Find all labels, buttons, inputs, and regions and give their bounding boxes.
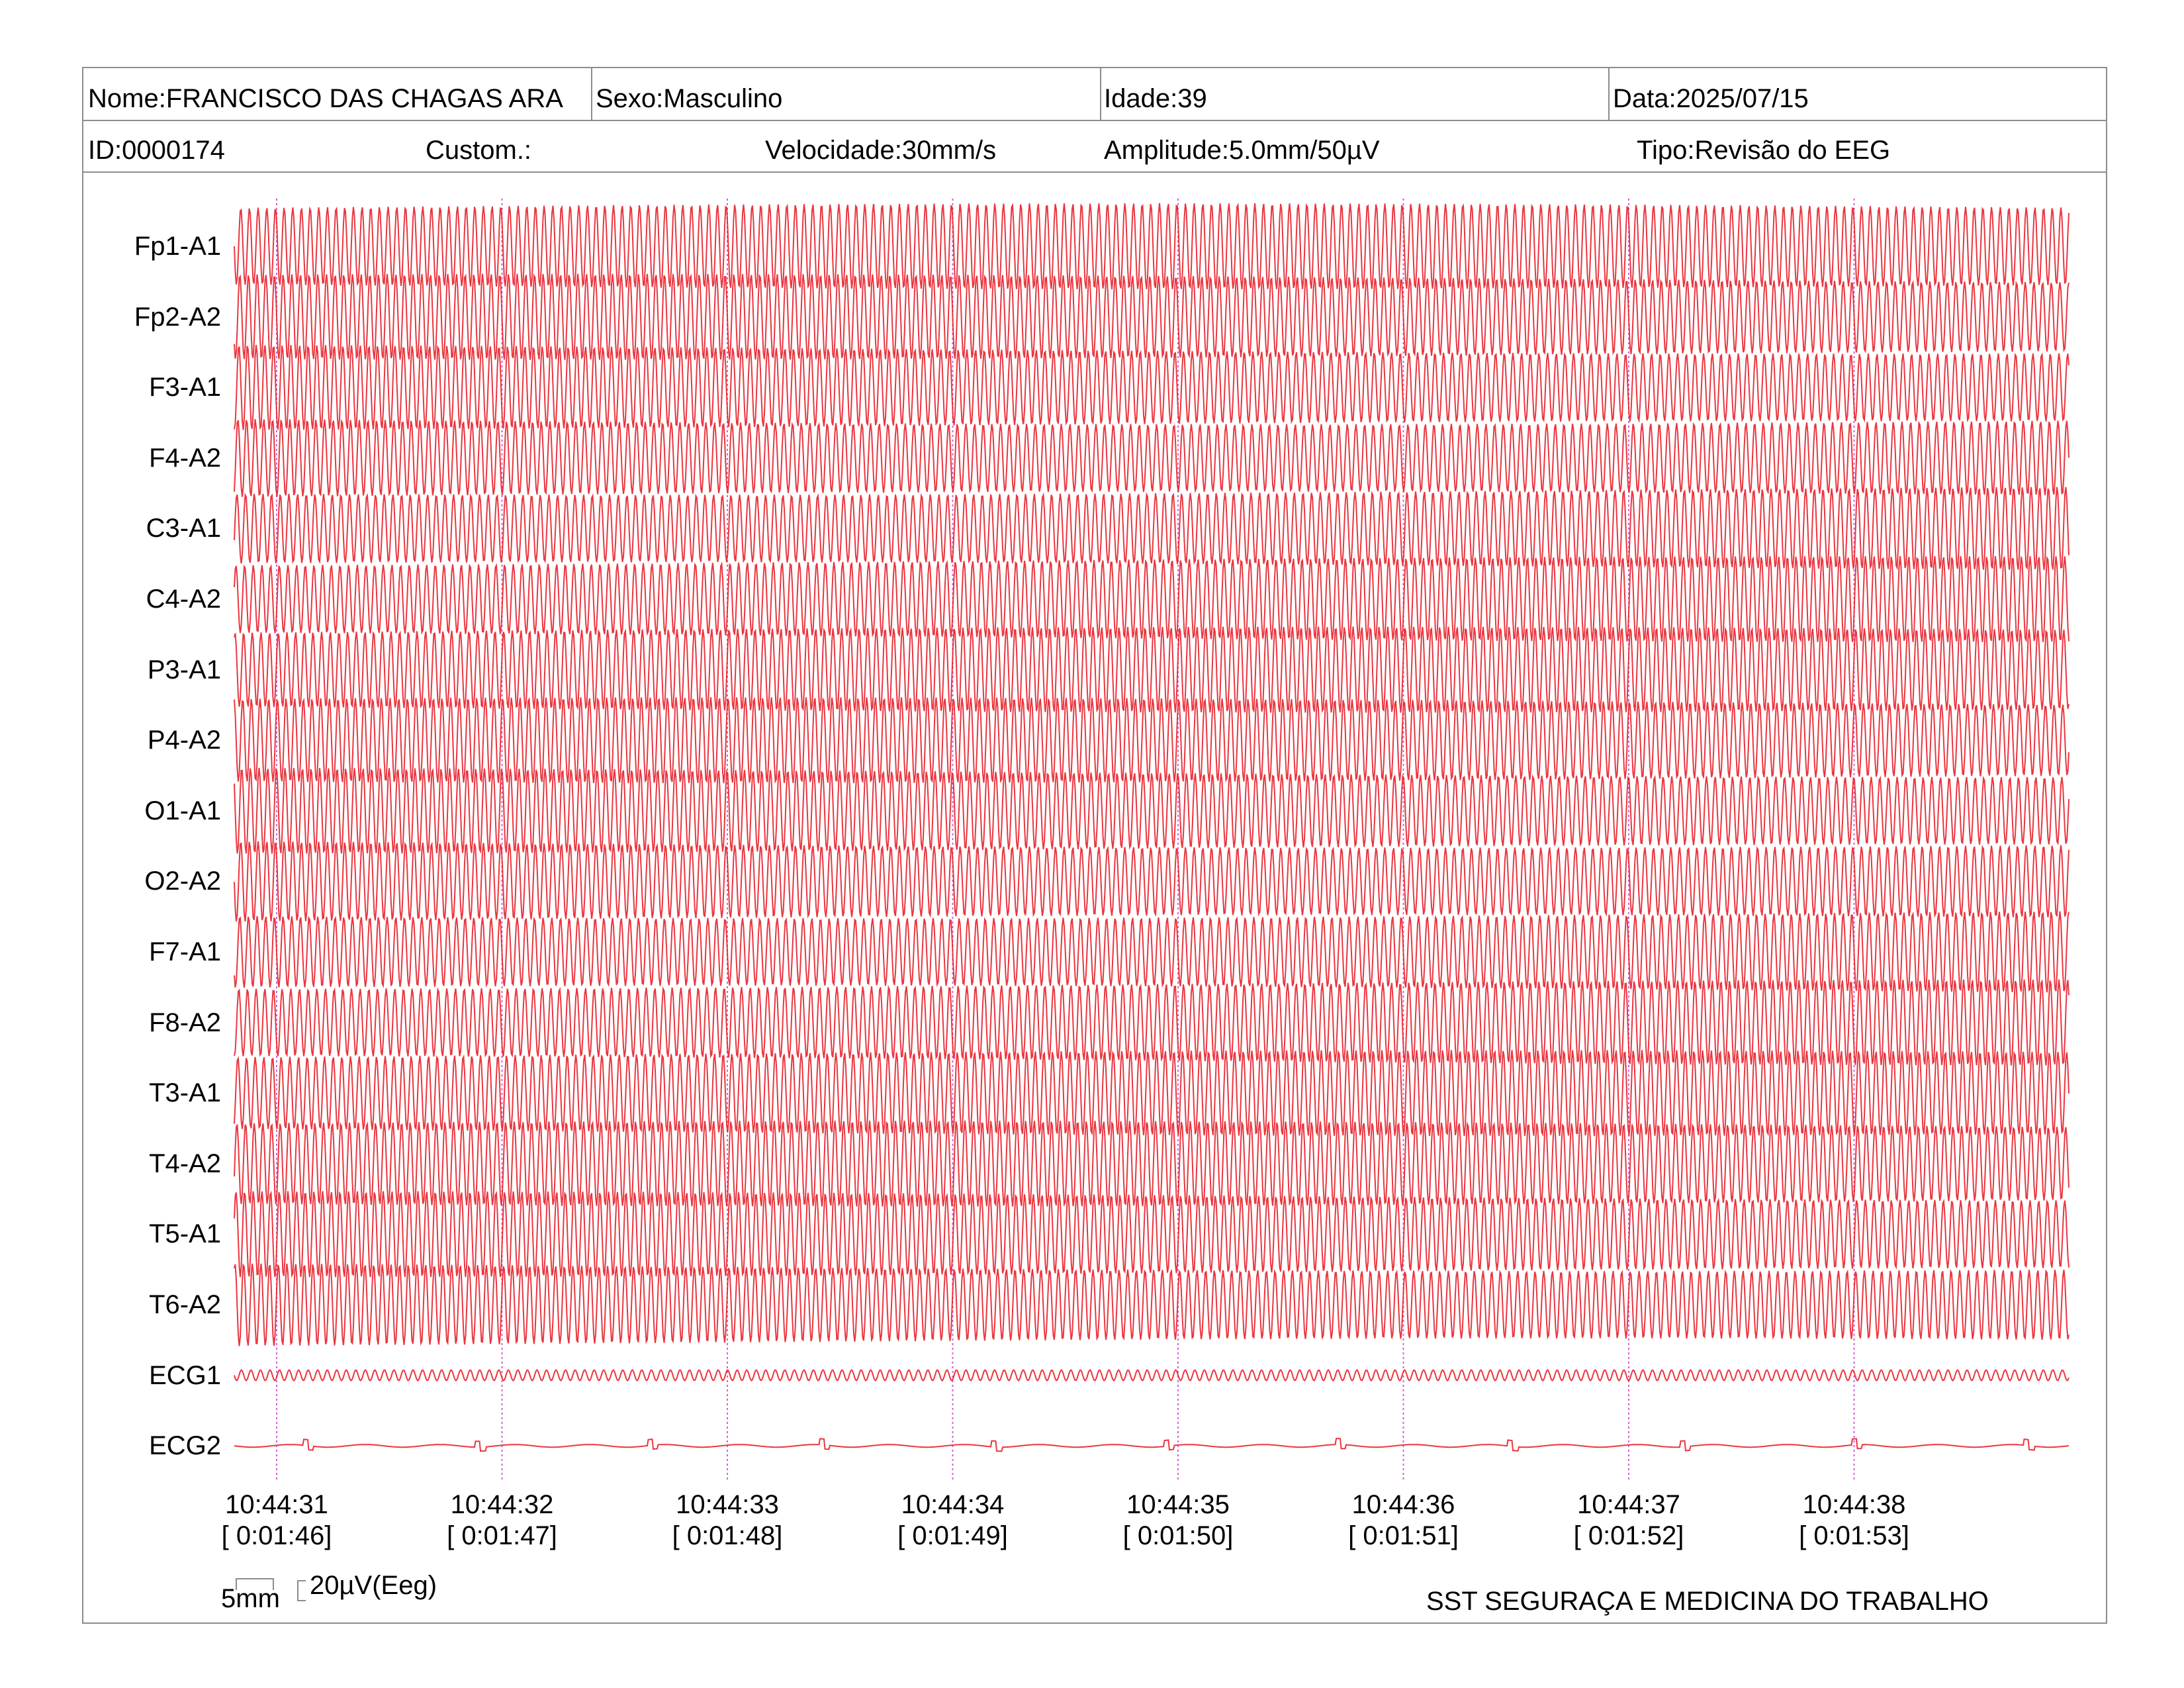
patient-sex: Sexo:Masculino [596, 84, 783, 113]
time-tick-label: 10:44:33[ 0:01:48] [628, 1489, 827, 1552]
time-tick-label: 10:44:32[ 0:01:47] [403, 1489, 602, 1552]
channel-label-f7-a1: F7-A1 [149, 937, 221, 966]
trace-fp1-a1 [234, 203, 2070, 290]
clock-time: 10:44:38 [1802, 1490, 1906, 1519]
trace-f4-a2 [234, 418, 2070, 497]
patient-id: ID:0000174 [88, 136, 225, 165]
clock-time: 10:44:34 [901, 1490, 1005, 1519]
channel-label-t4-a2: T4-A2 [149, 1149, 221, 1178]
elapsed-time: [ 0:01:50] [1122, 1521, 1234, 1550]
channel-label-c3-a1: C3-A1 [146, 514, 221, 543]
footer-company: SST SEGURAÇA E MEDICINA DO TRABALHO [1426, 1587, 1989, 1616]
trace-o1-a1 [234, 767, 2070, 854]
patient-age: Idade:39 [1104, 84, 1207, 113]
trace-c3-a1 [234, 487, 2070, 571]
channel-label-o1-a1: O1-A1 [144, 796, 221, 825]
clock-time: 10:44:33 [676, 1490, 779, 1519]
report-frame [82, 67, 2107, 1624]
header-cell-divider [1608, 67, 1610, 120]
elapsed-time: [ 0:01:48] [672, 1521, 783, 1550]
clock-time: 10:44:31 [225, 1490, 328, 1519]
channel-label-fp2-a2: Fp2-A2 [134, 302, 221, 332]
channel-label-f4-a2: F4-A2 [149, 443, 221, 473]
header-cell-divider [591, 67, 592, 120]
trace-t5-a1 [234, 1190, 2070, 1278]
exam-type: Tipo:Revisão do EEG [1637, 136, 1891, 165]
elapsed-time: [ 0:01:53] [1799, 1521, 1909, 1550]
exam-date: Data:2025/07/15 [1613, 84, 1809, 113]
trace-t3-a1 [234, 1049, 2070, 1137]
channel-label-p4-a2: P4-A2 [147, 726, 221, 755]
clock-time: 10:44:37 [1577, 1490, 1680, 1519]
trace-p3-a1 [234, 626, 2070, 714]
time-tick-label: 10:44:38[ 0:01:53] [1755, 1489, 1954, 1552]
patient-name: Nome:FRANCISCO DAS CHAGAS ARA [88, 84, 563, 113]
channel-label-o2-a2: O2-A2 [144, 867, 221, 896]
channel-label-p3-a1: P3-A1 [147, 655, 221, 684]
time-tick-label: 10:44:36[ 0:01:51] [1304, 1489, 1503, 1552]
trace-c4-a2 [234, 555, 2070, 643]
custom-field: Custom.: [426, 136, 532, 165]
channel-label-f3-a1: F3-A1 [149, 373, 221, 402]
channel-label-t3-a1: T3-A1 [149, 1078, 221, 1108]
channel-label-c4-a2: C4-A2 [146, 585, 221, 614]
trace-t4-a2 [234, 1120, 2070, 1207]
channel-label-t5-a1: T5-A1 [149, 1219, 221, 1249]
trace-p4-a2 [234, 696, 2070, 784]
recording-speed: Velocidade:30mm/s [765, 136, 997, 165]
trace-o2-a2 [234, 841, 2070, 922]
trace-t6-a2 [234, 1263, 2070, 1346]
time-tick-label: 10:44:34[ 0:01:49] [854, 1489, 1052, 1552]
channel-label-t6-a2: T6-A2 [149, 1290, 221, 1319]
elapsed-time: [ 0:01:49] [897, 1521, 1008, 1550]
time-tick-label: 10:44:35[ 0:01:50] [1079, 1489, 1277, 1552]
time-tick-label: 10:44:31[ 0:01:46] [177, 1489, 376, 1552]
channel-label-fp1-a1: Fp1-A1 [134, 232, 221, 261]
recording-amplitude: Amplitude:5.0mm/50µV [1104, 136, 1380, 165]
time-scale-label: 5mm [221, 1584, 280, 1613]
channel-label-f8-a2: F8-A2 [149, 1008, 221, 1037]
clock-time: 10:44:32 [450, 1490, 554, 1519]
elapsed-time: [ 0:01:51] [1348, 1521, 1459, 1550]
trace-f8-a2 [234, 979, 2070, 1066]
elapsed-time: [ 0:01:46] [221, 1521, 332, 1550]
elapsed-time: [ 0:01:52] [1573, 1521, 1684, 1550]
clock-time: 10:44:36 [1351, 1490, 1455, 1519]
elapsed-time: [ 0:01:47] [447, 1521, 557, 1550]
amplitude-scale-label: 20µV(Eeg) [310, 1571, 437, 1600]
channel-label-ecg2: ECG2 [149, 1431, 221, 1461]
channel-label-ecg1: ECG1 [149, 1360, 221, 1390]
trace-f3-a1 [234, 344, 2070, 430]
header-divider [82, 120, 2107, 121]
clock-time: 10:44:35 [1126, 1490, 1230, 1519]
trace-ecg2 [234, 1438, 2070, 1452]
header-cell-divider [1100, 67, 1101, 120]
time-tick-label: 10:44:37[ 0:01:52] [1529, 1489, 1728, 1552]
trace-ecg1 [234, 1369, 2070, 1382]
trace-f7-a1 [234, 911, 2070, 993]
header-bottom-border [82, 171, 2107, 173]
trace-fp2-a2 [234, 273, 2070, 360]
